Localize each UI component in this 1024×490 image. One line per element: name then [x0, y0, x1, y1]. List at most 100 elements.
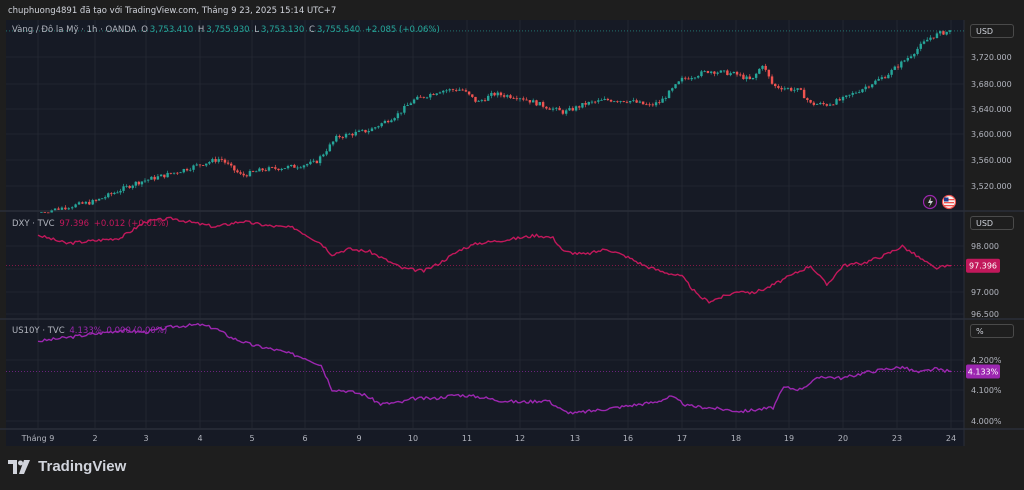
gold-candle-body: [919, 43, 922, 49]
gold-candle-body: [854, 92, 858, 94]
gold-candle-body: [182, 169, 185, 173]
time-tick-label: 5: [249, 434, 254, 443]
gold-candle-body: [858, 92, 861, 93]
gold-candle-body: [515, 98, 519, 100]
gold-candle-body: [84, 201, 88, 204]
gold-candle-body: [742, 74, 745, 80]
gold-candle-body: [815, 104, 819, 105]
gold-candle-body: [751, 77, 755, 80]
gold-candle-body: [57, 208, 60, 210]
gold-candle-body: [851, 93, 854, 95]
gold-candle-body: [217, 159, 220, 162]
gold-candle-body: [838, 99, 841, 101]
gold-candle-body: [429, 94, 432, 98]
gold-candle-body: [220, 159, 224, 160]
gold-candle-body: [845, 95, 848, 97]
gold-candle-body: [467, 91, 471, 95]
gold-candle-body: [318, 156, 322, 164]
gold-candle-body: [211, 159, 214, 163]
us10y-unit-button[interactable]: %: [970, 324, 1014, 338]
gold-candle-body: [641, 101, 645, 105]
gold-candle-body: [587, 102, 590, 105]
gold-candle-body: [548, 108, 551, 110]
gold-candle-body: [71, 207, 74, 209]
gold-candle-body: [64, 207, 67, 210]
time-tick-label: 19: [784, 434, 794, 443]
gold-candle-body: [277, 168, 280, 171]
gold-candle-body: [789, 88, 793, 91]
gold-candle-body: [945, 31, 948, 35]
gold-candle-body: [189, 169, 192, 171]
gold-candle-body: [680, 77, 684, 82]
gold-candle-body: [518, 98, 522, 100]
gold-candle-body: [571, 108, 574, 111]
gold-candle-body: [81, 202, 84, 204]
gold-high-label: H: [197, 25, 205, 35]
gold-close-label: C: [308, 25, 315, 35]
gold-candle-body: [110, 193, 113, 195]
tradingview-brand[interactable]: TradingView: [8, 458, 126, 475]
gold-candle-body: [445, 90, 448, 92]
gold-candle-body: [107, 193, 110, 198]
gold-candle-body: [146, 179, 150, 181]
gold-candle-body: [616, 101, 619, 103]
gold-candle-body: [274, 167, 277, 169]
gold-candle-body: [47, 212, 50, 214]
gold-candle-body: [464, 90, 468, 92]
gold-candle-body: [354, 131, 357, 136]
gold-candle-body: [867, 86, 871, 88]
gold-candle-body: [487, 95, 490, 101]
gold-candle-body: [555, 107, 558, 109]
gold-unit-button[interactable]: USD: [970, 24, 1014, 38]
gold-candle-body: [251, 171, 255, 172]
gold-candle-body: [638, 101, 642, 103]
gold-candle-body: [713, 71, 716, 74]
gold-candle-body: [541, 102, 545, 107]
gold-candle-body: [774, 83, 777, 87]
us10y-last-price-text: 4.133%: [968, 368, 999, 377]
gold-candle-body: [812, 102, 816, 105]
dxy-change: +0.012 (+0.01%): [93, 219, 169, 229]
gold-candle-body: [419, 96, 422, 98]
gold-low-label: L: [254, 25, 259, 35]
gold-candle-body: [286, 165, 290, 169]
gold-candle-body: [137, 181, 141, 185]
gold-candle-body: [828, 104, 832, 106]
gold-candle-body: [635, 100, 638, 103]
gold-candle-body: [667, 90, 671, 99]
gold-candle-body: [645, 104, 648, 106]
gold-candle-body: [545, 106, 548, 109]
gold-candle-body: [264, 170, 267, 172]
gold-candle-body: [131, 185, 134, 188]
gold-candle-body: [97, 198, 101, 201]
gold-candle-body: [887, 74, 890, 79]
gold-candle-body: [848, 94, 851, 96]
lightning-icon[interactable]: [923, 194, 938, 210]
dxy-line: [37, 216, 951, 304]
gold-candle-body: [619, 101, 622, 102]
gold-candle-body: [754, 73, 758, 78]
gold-candle-body: [770, 76, 774, 84]
dxy-legend[interactable]: DXY · TVC 97.396 +0.012 (+0.01%): [12, 219, 171, 229]
gold-legend[interactable]: Vàng / Đô la Mỹ · 1h · OANDA O 3,753.410 …: [12, 25, 442, 35]
us-flag-icon[interactable]: [941, 194, 957, 210]
price-tick-label: 3,520.000: [971, 182, 1012, 191]
gold-candle-body: [684, 77, 687, 79]
price-tick-label: 3,720.000: [971, 53, 1012, 62]
dxy-value: 97.396: [59, 219, 90, 229]
dxy-unit-button[interactable]: USD: [970, 216, 1014, 230]
gold-candle-body: [166, 172, 169, 178]
gold-candle-body: [335, 135, 338, 142]
gold-candle-body: [422, 96, 425, 98]
gold-candle-body: [480, 100, 484, 102]
gold-candle-body: [622, 101, 625, 102]
gold-candle-body: [783, 88, 786, 90]
us10y-legend[interactable]: US10Y · TVC 4.133% 0.000 (0.00%): [12, 326, 169, 336]
time-tick-label: 18: [731, 434, 741, 443]
gold-candle-body: [432, 94, 435, 95]
gold-candle-body: [383, 120, 387, 124]
gold-candle-body: [819, 102, 822, 105]
gold-candle-body: [658, 102, 661, 104]
gold-candle-body: [574, 106, 578, 111]
